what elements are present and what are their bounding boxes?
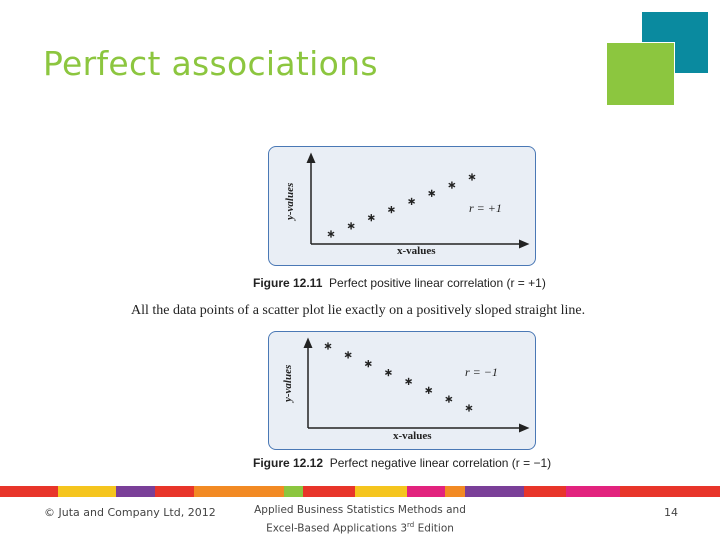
figure-caption-2: Figure 12.12 Perfect negative linear cor… [253, 456, 551, 470]
color-stripe [0, 486, 720, 497]
figure-caption-text: Perfect positive linear correlation (r =… [329, 276, 546, 290]
data-point [367, 214, 375, 222]
data-point [387, 206, 395, 214]
book-title-line1: Applied Business Statistics Methods and [254, 504, 466, 516]
stripe-segment [155, 486, 194, 497]
data-point [324, 342, 332, 350]
stripe-segment [407, 486, 445, 497]
figure-number: Figure 12.11 [253, 276, 323, 290]
data-point [364, 360, 372, 368]
data-point [425, 386, 433, 394]
data-point [428, 189, 436, 197]
data-point [445, 395, 453, 403]
stripe-segment [465, 486, 524, 497]
page-number: 14 [664, 506, 678, 519]
stripe-segment [445, 486, 465, 497]
positive-correlation-chart: y-values x-values r = +1 [268, 146, 536, 266]
figure-caption-text: Perfect negative linear correlation (r =… [329, 456, 552, 470]
data-point [468, 173, 476, 181]
figure-caption-1: Figure 12.11 Perfect positive linear cor… [253, 276, 546, 290]
negative-correlation-chart: y-values x-values r = −1 [268, 331, 536, 450]
stripe-segment [524, 486, 566, 497]
data-point [344, 351, 352, 359]
x-axis-label: x-values [397, 245, 436, 257]
y-axis-label: y-values [282, 364, 294, 402]
data-point [405, 377, 413, 385]
x-axis-label: x-values [393, 430, 432, 442]
figure-number: Figure 12.12 [253, 456, 324, 470]
data-point [448, 181, 456, 189]
positive-scatter-plot [306, 152, 530, 249]
stripe-segment [303, 486, 355, 497]
data-point [408, 197, 416, 205]
copyright-text: © Juta and Company Ltd, 2012 [44, 506, 216, 519]
data-point [465, 404, 473, 412]
stripe-segment [0, 486, 58, 497]
stripe-segment [116, 486, 155, 497]
data-point [384, 369, 392, 377]
book-title-line2: Excel-Based Applications 3rd Edition [266, 521, 454, 535]
green-decor-square [606, 42, 675, 106]
correlation-annotation: r = +1 [469, 201, 502, 215]
stripe-segment [284, 486, 303, 497]
y-axis-label: y-values [284, 182, 296, 220]
stripe-segment [58, 486, 116, 497]
stripe-segment [620, 486, 720, 497]
slide-title: Perfect associations [43, 44, 378, 83]
negative-scatter-plot [303, 337, 530, 433]
correlation-annotation: r = −1 [465, 365, 498, 379]
stripe-segment [566, 486, 620, 497]
data-point [347, 222, 355, 230]
data-point [327, 230, 335, 238]
book-title: Applied Business Statistics Methods and … [240, 503, 480, 537]
stripe-segment [194, 486, 284, 497]
description-text: All the data points of a scatter plot li… [131, 303, 586, 318]
stripe-segment [355, 486, 407, 497]
